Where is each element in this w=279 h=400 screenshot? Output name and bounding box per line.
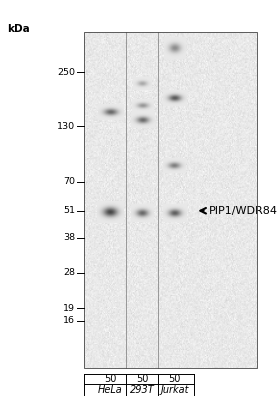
Text: kDa: kDa xyxy=(7,24,30,34)
Bar xyxy=(84,32,257,368)
Text: Jurkat: Jurkat xyxy=(160,385,189,394)
Text: 50: 50 xyxy=(136,374,148,384)
Text: 51: 51 xyxy=(63,206,75,215)
Text: PIP1/WDR84: PIP1/WDR84 xyxy=(209,206,278,216)
Text: 28: 28 xyxy=(63,268,75,278)
Text: 19: 19 xyxy=(63,304,75,313)
Text: 250: 250 xyxy=(57,68,75,77)
Text: 38: 38 xyxy=(63,233,75,242)
Text: 70: 70 xyxy=(63,177,75,186)
Text: 293T: 293T xyxy=(130,385,155,394)
Text: 130: 130 xyxy=(57,122,75,130)
Text: 50: 50 xyxy=(168,374,181,384)
Text: 50: 50 xyxy=(104,374,116,384)
Text: HeLa: HeLa xyxy=(98,385,122,394)
Text: 16: 16 xyxy=(63,316,75,326)
